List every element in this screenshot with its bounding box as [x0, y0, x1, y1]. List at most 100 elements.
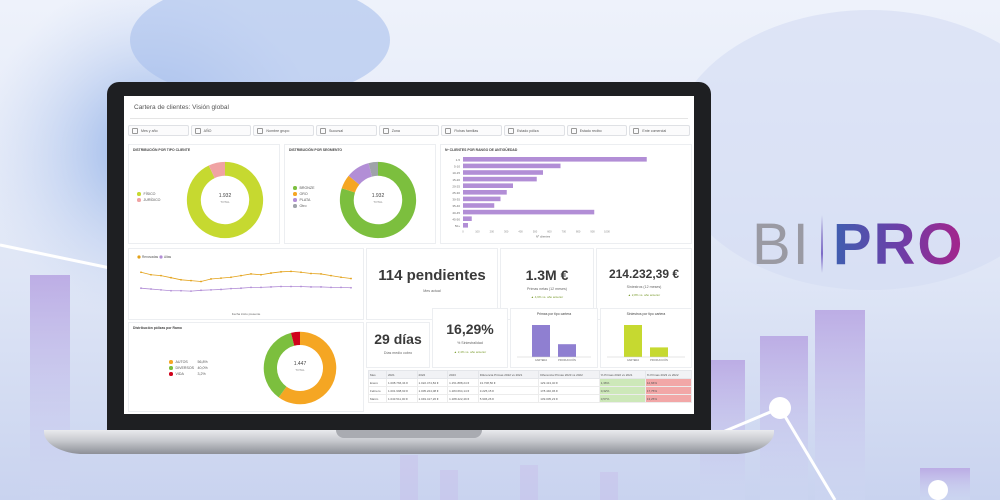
- hbar-bar[interactable]: [463, 176, 537, 182]
- line-point[interactable]: [190, 290, 192, 293]
- line-point[interactable]: [210, 288, 212, 291]
- donut-slice[interactable]: [290, 331, 301, 346]
- filter-anio[interactable]: AÑO: [190, 125, 252, 136]
- filter-familias[interactable]: Fichas familias: [441, 125, 503, 136]
- line-point[interactable]: [200, 289, 202, 292]
- donut-slice[interactable]: [278, 331, 337, 405]
- hbar-bar[interactable]: [463, 183, 513, 188]
- table-header[interactable]: Diferencia Primas 2023 vs 2022: [538, 370, 600, 379]
- line-point[interactable]: [160, 274, 162, 277]
- hbar-bar[interactable]: [463, 196, 501, 202]
- line-point[interactable]: [310, 272, 312, 275]
- donut-slice[interactable]: [341, 175, 360, 193]
- line-point[interactable]: [300, 271, 302, 274]
- donut-center-value: 1.932: [218, 193, 232, 199]
- line-point[interactable]: [280, 270, 282, 273]
- table-header[interactable]: Diferencia Primas 2022 vs 2021: [477, 370, 540, 379]
- hbar-bar[interactable]: [463, 223, 468, 228]
- hbar-category-label: 45-50: [452, 217, 460, 221]
- line-point[interactable]: [250, 286, 252, 289]
- table-header[interactable]: % Primas 2022 vs 2021: [598, 370, 646, 379]
- kpi-siniestralidad: 16,29% % Siniestralidad ▲ 2,4% vs. año a…: [432, 308, 508, 368]
- hbar-bar[interactable]: [463, 209, 595, 215]
- line-point[interactable]: [280, 285, 282, 288]
- line-point[interactable]: [320, 286, 322, 288]
- line-point[interactable]: [350, 277, 352, 280]
- line-point[interactable]: [270, 272, 272, 274]
- line-point[interactable]: [170, 276, 172, 279]
- line-point[interactable]: [240, 287, 242, 290]
- line-point[interactable]: [260, 286, 262, 289]
- line-point[interactable]: [140, 271, 142, 274]
- line-point[interactable]: [150, 273, 152, 276]
- table-header[interactable]: % Primas 2023 vs 2022: [644, 370, 693, 379]
- donut-center-label: TOTAL: [373, 200, 383, 204]
- line-point[interactable]: [310, 286, 312, 288]
- line-point[interactable]: [220, 277, 222, 280]
- panel-polizas-ramo: Distribución pólizas por Ramo AUTOS 56,8%…: [128, 322, 364, 412]
- line-point[interactable]: [300, 285, 302, 288]
- hbar-category-label: 50+: [455, 224, 460, 228]
- line-point[interactable]: [260, 273, 262, 276]
- filter-ente-comercial[interactable]: Ente comercial: [629, 125, 691, 136]
- line-point[interactable]: [240, 274, 242, 277]
- hbar-bar[interactable]: [463, 216, 472, 221]
- line-point[interactable]: [340, 276, 342, 279]
- line-point[interactable]: [330, 274, 332, 277]
- line-series[interactable]: [140, 270, 352, 282]
- filter-zona[interactable]: Zona: [378, 125, 440, 136]
- filter-icon: [570, 127, 577, 134]
- donut-slice[interactable]: [348, 163, 373, 185]
- table-header[interactable]: 2023: [447, 370, 479, 379]
- line-point[interactable]: [180, 278, 182, 281]
- hbar-bar[interactable]: [463, 157, 647, 162]
- line-point[interactable]: [210, 278, 212, 280]
- mini-bar[interactable]: [532, 325, 550, 357]
- hbar-bar[interactable]: [463, 170, 543, 175]
- hbar-bar[interactable]: [463, 190, 507, 195]
- line-point[interactable]: [190, 279, 192, 282]
- line-point[interactable]: [200, 280, 202, 283]
- donut-slice[interactable]: [208, 161, 226, 179]
- hbar-bar[interactable]: [463, 203, 495, 208]
- line-point[interactable]: [250, 273, 252, 275]
- table-header[interactable]: 2022: [416, 370, 449, 379]
- line-point[interactable]: [180, 289, 182, 292]
- donut-slice[interactable]: [186, 161, 264, 239]
- filter-mes-anio[interactable]: Mes y año: [128, 125, 189, 136]
- filter-estado-recibo[interactable]: Estado recibo: [566, 125, 628, 136]
- line-point[interactable]: [330, 286, 332, 289]
- mini-bar[interactable]: [650, 347, 668, 357]
- line-point[interactable]: [170, 289, 172, 292]
- line-point[interactable]: [230, 276, 232, 279]
- table-header-row: Mes 2021 2022 2023 Diferencia Primas 202…: [368, 370, 693, 379]
- table-row[interactable]: Marzo 1.043.511,00 €1.049.417,26 €1.188.4…: [368, 394, 693, 403]
- line-point[interactable]: [290, 285, 292, 288]
- line-point[interactable]: [290, 270, 292, 273]
- filter-estado-poliza[interactable]: Estado póliza: [504, 125, 565, 136]
- line-point[interactable]: [340, 286, 342, 289]
- kpi-label: Mes actual: [423, 289, 441, 293]
- line-point[interactable]: [270, 286, 272, 288]
- line-point[interactable]: [160, 288, 162, 291]
- hbar-bar[interactable]: [463, 163, 561, 169]
- line-point[interactable]: [350, 286, 352, 289]
- table-header[interactable]: 2021: [385, 370, 418, 379]
- mini-bar[interactable]: [624, 325, 642, 357]
- mini-bar[interactable]: [558, 344, 576, 357]
- table-row[interactable]: Febrero 1.001.998,93 €1.005.224,08 €1.183…: [368, 386, 693, 395]
- donut-slice[interactable]: [339, 161, 417, 239]
- kpi-value: 214.232,39 €: [608, 267, 680, 281]
- donut-slice[interactable]: [263, 332, 295, 398]
- table-row[interactable]: Enero 1.008.766,34 €1.022.474,84 €1.151.8…: [368, 378, 693, 387]
- line-series[interactable]: [140, 286, 352, 292]
- line-point[interactable]: [220, 288, 222, 291]
- table-header[interactable]: Mes: [368, 370, 387, 379]
- filter-sucursal[interactable]: Sucursal: [316, 125, 377, 136]
- filter-grupo[interactable]: Nombre grupo: [253, 125, 315, 136]
- line-point[interactable]: [320, 273, 322, 275]
- line-point[interactable]: [150, 288, 152, 290]
- line-point[interactable]: [230, 287, 232, 290]
- donut-slice[interactable]: [368, 161, 379, 177]
- line-point[interactable]: [140, 287, 142, 290]
